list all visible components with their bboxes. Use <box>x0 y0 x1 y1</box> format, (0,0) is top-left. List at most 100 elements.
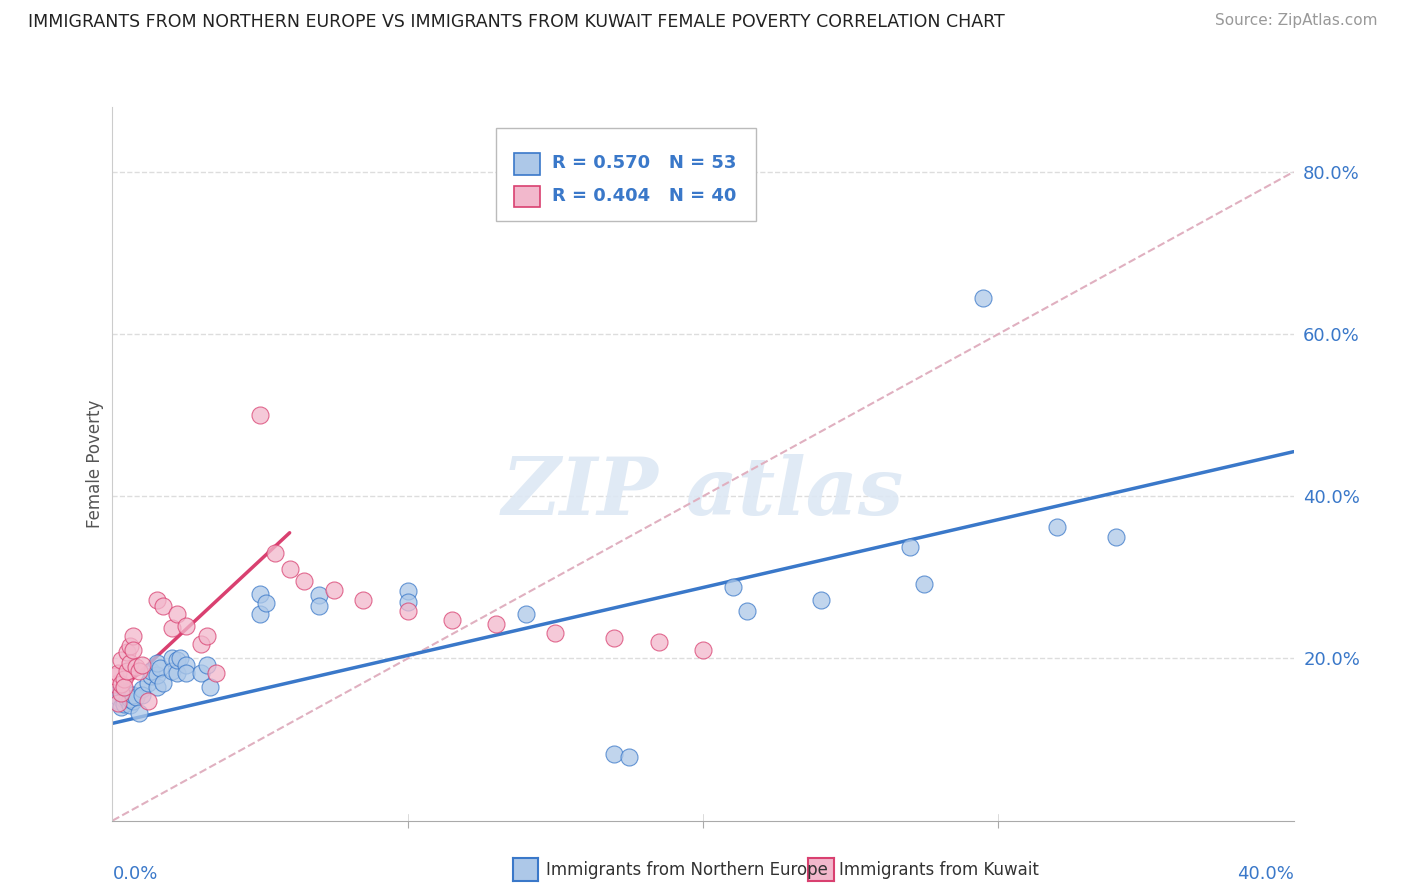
Point <box>810 593 832 607</box>
Point <box>308 599 330 613</box>
Point <box>110 653 132 667</box>
Point <box>249 586 271 600</box>
Point <box>112 680 135 694</box>
Point <box>603 747 626 761</box>
Point <box>323 582 346 597</box>
Text: Immigrants from Northern Europe: Immigrants from Northern Europe <box>546 861 827 879</box>
Point <box>131 657 153 672</box>
Point <box>120 640 142 654</box>
FancyBboxPatch shape <box>515 153 540 175</box>
Point <box>117 664 138 678</box>
Point <box>515 607 537 621</box>
Point <box>152 675 174 690</box>
Point <box>110 685 132 699</box>
Point <box>149 661 172 675</box>
Point <box>692 643 714 657</box>
Point <box>125 690 148 705</box>
Point <box>396 595 419 609</box>
Point <box>973 291 995 305</box>
Text: ZIP atlas: ZIP atlas <box>502 454 904 531</box>
Point <box>254 596 277 610</box>
Point <box>169 651 191 665</box>
Point <box>125 659 148 673</box>
Point <box>107 666 129 681</box>
Point <box>166 666 188 681</box>
FancyBboxPatch shape <box>515 186 540 207</box>
Point <box>146 680 169 694</box>
Point <box>107 696 129 710</box>
Point <box>110 684 132 698</box>
Text: IMMIGRANTS FROM NORTHERN EUROPE VS IMMIGRANTS FROM KUWAIT FEMALE POVERTY CORRELA: IMMIGRANTS FROM NORTHERN EUROPE VS IMMIG… <box>28 13 1005 31</box>
Point <box>485 617 508 632</box>
Point <box>117 692 138 706</box>
Text: Immigrants from Kuwait: Immigrants from Kuwait <box>839 861 1039 879</box>
Point <box>146 667 169 681</box>
Point <box>721 580 744 594</box>
Point <box>195 629 218 643</box>
Point <box>544 625 567 640</box>
Point <box>112 672 135 686</box>
Point <box>174 619 197 633</box>
Point <box>308 588 330 602</box>
Point <box>647 635 671 649</box>
Point <box>136 675 159 690</box>
Point <box>104 669 127 683</box>
Point <box>120 656 142 670</box>
Point <box>166 653 188 667</box>
Point <box>914 577 936 591</box>
Point <box>117 645 138 659</box>
Point <box>131 682 153 697</box>
Point <box>107 693 129 707</box>
Point <box>120 698 142 712</box>
Point <box>117 685 138 699</box>
Point <box>737 604 759 618</box>
Point <box>166 607 188 621</box>
Point <box>112 697 135 711</box>
Text: R = 0.570   N = 53: R = 0.570 N = 53 <box>551 154 737 172</box>
Text: 0.0%: 0.0% <box>112 865 157 883</box>
Point <box>352 593 374 607</box>
Point <box>264 546 287 560</box>
Point <box>603 631 626 645</box>
Point <box>122 688 145 702</box>
Point <box>146 593 169 607</box>
Point <box>198 680 221 694</box>
Point <box>112 692 135 706</box>
Y-axis label: Female Poverty: Female Poverty <box>86 400 104 528</box>
Point <box>249 408 271 422</box>
Point <box>1046 520 1069 534</box>
Point <box>174 666 197 681</box>
Point <box>619 750 641 764</box>
Point <box>396 604 419 618</box>
Text: 40.0%: 40.0% <box>1237 865 1294 883</box>
Point <box>190 637 212 651</box>
Point <box>146 656 169 670</box>
Point <box>107 690 129 705</box>
Point <box>128 664 150 678</box>
Text: R = 0.404   N = 40: R = 0.404 N = 40 <box>551 186 737 204</box>
Point <box>195 657 218 672</box>
Point <box>441 613 464 627</box>
Point <box>104 688 127 702</box>
Point <box>249 607 271 621</box>
Point <box>160 651 183 665</box>
Point <box>160 664 183 678</box>
Point <box>1105 530 1128 544</box>
Point <box>122 693 145 707</box>
Point <box>122 629 145 643</box>
Point <box>120 692 142 706</box>
Point <box>898 540 921 554</box>
Point <box>122 643 145 657</box>
Point <box>110 677 132 691</box>
Point <box>110 700 132 714</box>
Point <box>160 621 183 635</box>
Text: Source: ZipAtlas.com: Source: ZipAtlas.com <box>1215 13 1378 29</box>
Point <box>139 669 162 683</box>
Point <box>128 706 150 720</box>
Point <box>139 664 162 678</box>
Point <box>396 584 419 599</box>
Point <box>152 599 174 613</box>
Point <box>292 574 315 589</box>
FancyBboxPatch shape <box>496 128 756 221</box>
Point <box>131 688 153 702</box>
